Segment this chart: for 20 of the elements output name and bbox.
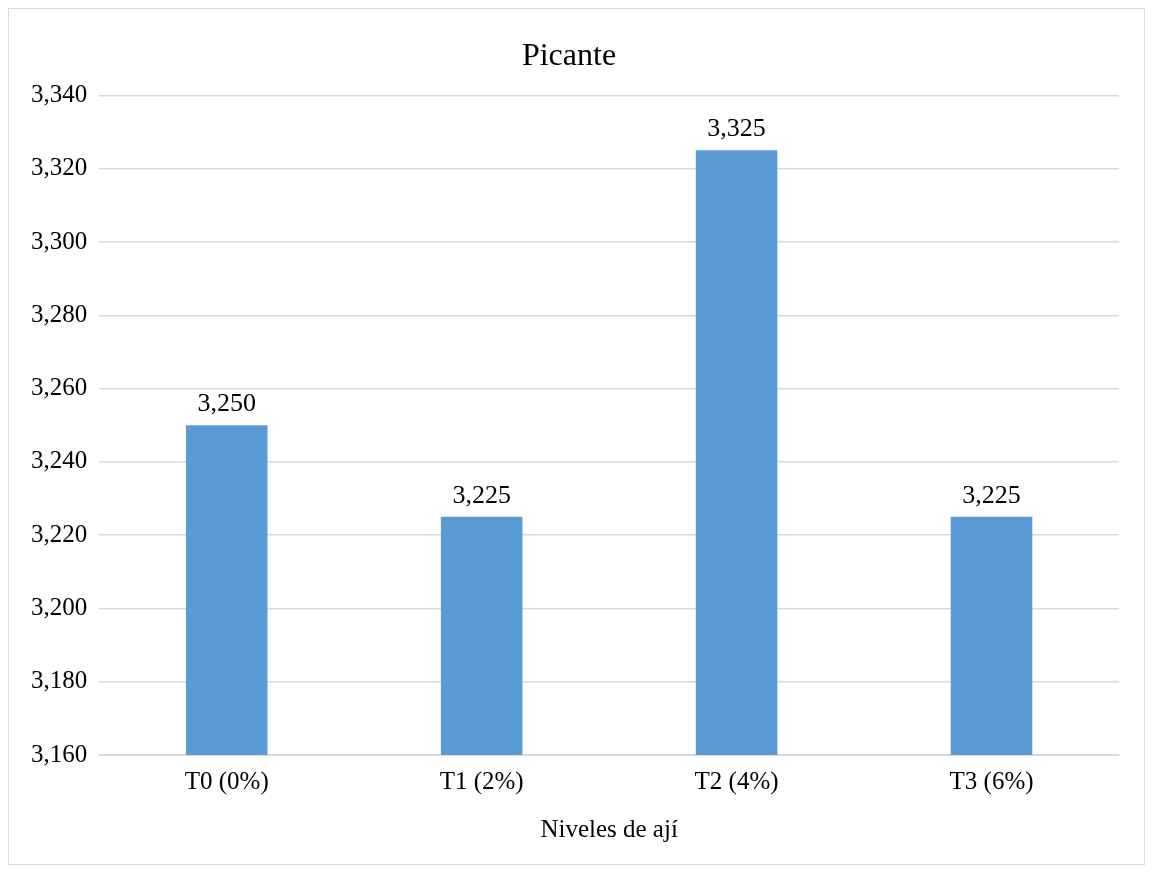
data-label: 3,325 [707,113,766,143]
x-tick-label: T0 (0%) [184,766,269,795]
x-tick-label: T2 (4%) [694,766,779,795]
x-axis-title: Niveles de ají [540,814,678,842]
y-tick-label: 3,340 [31,79,88,107]
y-tick-label: 3,180 [31,666,88,694]
y-tick-label: 3,280 [31,299,88,327]
data-label: 3,250 [197,388,256,418]
y-tick-label: 3,260 [31,373,88,401]
y-tick-label: 3,240 [31,446,88,474]
data-label: 3,225 [962,479,1021,509]
x-tick-label: T1 (2%) [439,766,524,795]
y-tick-label: 3,160 [31,739,88,767]
x-tick-label: T3 (6%) [949,766,1034,795]
y-tick-label: 3,320 [31,153,88,181]
y-tick-label: 3,200 [31,592,88,620]
y-tick-label: 3,300 [31,226,88,254]
data-label: 3,225 [452,479,511,509]
y-tick-label: 3,220 [31,519,88,547]
chart-title: Picante [521,35,617,72]
